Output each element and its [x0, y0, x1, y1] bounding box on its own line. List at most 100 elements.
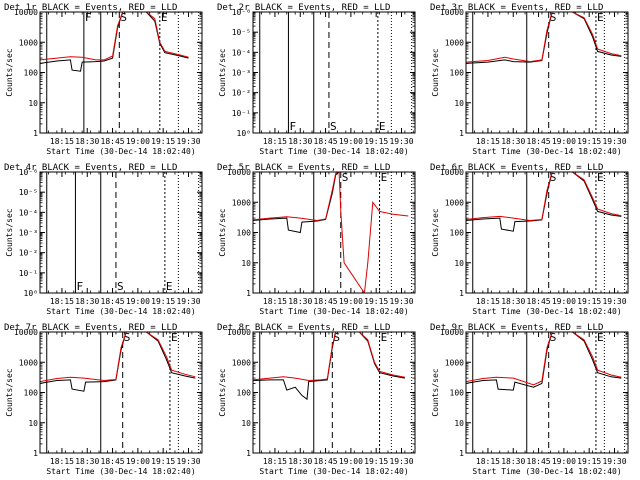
y-axis-label: Counts/sec: [431, 208, 440, 256]
plot-frame: [39, 171, 203, 294]
y-tick-label: 10000: [14, 328, 38, 337]
marker-label: E: [381, 171, 388, 184]
y-tick-label: 100: [24, 69, 39, 78]
y-axis-label: Counts/sec: [431, 368, 440, 416]
x-tick-label: 18:45: [527, 137, 551, 146]
plot-frame: [39, 331, 203, 454]
y-tick-label: 10: [454, 419, 464, 428]
x-tick-label: 18:45: [314, 137, 338, 146]
x-tick-label: 19:15: [151, 457, 175, 466]
panel-title: Det 8r BLACK = Events, RED = LLD: [217, 323, 390, 333]
x-tick-label: 18:15: [50, 457, 74, 466]
x-tick-label: 19:15: [577, 457, 601, 466]
panel-title: Det 2r BLACK = Events, RED = LLD: [217, 3, 390, 13]
x-tick-label: 19:30: [602, 137, 626, 146]
y-axis-label: Counts/sec: [5, 368, 14, 416]
y-axis-label: Counts/sec: [5, 48, 14, 96]
series-line-events: [253, 332, 405, 401]
panel-title: Det 7r BLACK = Events, RED = LLD: [4, 323, 177, 333]
plot-frame: [252, 331, 416, 454]
x-axis-label: Start Time (30-Dec-14 18:02:40): [46, 467, 195, 476]
y-tick-label: 100: [24, 389, 39, 398]
marker-label: S: [124, 331, 131, 344]
x-tick-label: 18:30: [288, 297, 312, 306]
x-tick-label: 19:00: [339, 297, 363, 306]
y-tick-label: 10⁻⁴: [232, 48, 251, 57]
x-tick-label: 19:30: [389, 457, 413, 466]
x-axis-label: Start Time (30-Dec-14 18:02:40): [472, 147, 621, 156]
panel-title: Det 6r BLACK = Events, RED = LLD: [430, 163, 603, 173]
y-tick-label: 100: [237, 389, 252, 398]
y-tick-label: 10⁻³: [232, 69, 251, 78]
y-axis-label: Counts/sec: [431, 48, 440, 96]
plot-frame: [465, 171, 629, 294]
x-tick-label: 18:30: [288, 137, 312, 146]
series-line-lld: [466, 332, 622, 386]
x-axis-label: Start Time (30-Dec-14 18:02:40): [46, 307, 195, 316]
y-tick-label: 10⁻³: [19, 229, 38, 238]
marker-label: S: [550, 171, 557, 184]
x-tick-label: 18:15: [263, 137, 287, 146]
series-line-events: [40, 12, 189, 72]
marker-label: F: [76, 280, 83, 293]
y-tick-label: 10: [28, 419, 38, 428]
x-tick-label: 18:30: [75, 137, 99, 146]
detector-panel: Det 9r BLACK = Events, RED = LLD 1 10 100 10…: [430, 323, 629, 476]
x-tick-label: 19:15: [151, 297, 175, 306]
marker-label: S: [117, 280, 124, 293]
y-tick-label: 10⁻²: [232, 89, 251, 98]
x-tick-label: 18:15: [476, 457, 500, 466]
plot-frame: [252, 171, 416, 294]
y-tick-label: 1: [459, 289, 464, 298]
y-tick-label: 10: [241, 259, 251, 268]
x-tick-label: 19:30: [176, 297, 200, 306]
x-tick-label: 19:00: [552, 457, 576, 466]
plot-frame: [252, 11, 416, 134]
x-tick-label: 19:00: [339, 457, 363, 466]
y-tick-label: 10000: [227, 168, 251, 177]
marker-label: E: [597, 331, 604, 344]
y-tick-label: 10000: [440, 328, 464, 337]
series-line-lld: [466, 172, 622, 222]
y-axis-label: Counts/sec: [218, 48, 227, 96]
y-tick-label: 10⁻¹: [19, 269, 38, 278]
y-tick-label: 1000: [19, 358, 38, 367]
y-tick-label: 10⁰: [24, 289, 38, 298]
y-tick-label: 10⁻⁶: [19, 168, 38, 177]
y-tick-label: 10000: [440, 8, 464, 17]
y-axis-label: Counts/sec: [218, 208, 227, 256]
x-tick-label: 18:15: [476, 137, 500, 146]
series-line-lld: [253, 172, 409, 293]
x-axis-label: Start Time (30-Dec-14 18:02:40): [259, 467, 408, 476]
y-tick-label: 10: [454, 259, 464, 268]
series-line-lld: [40, 12, 189, 61]
y-tick-label: 10⁻⁴: [19, 208, 38, 217]
x-tick-label: 18:30: [501, 457, 525, 466]
marker-label: S: [120, 11, 127, 24]
detector-panel: Det 7r BLACK = Events, RED = LLD 1 10 100 10…: [4, 323, 203, 476]
y-tick-label: 10000: [440, 168, 464, 177]
x-tick-label: 18:45: [314, 457, 338, 466]
x-axis-label: Start Time (30-Dec-14 18:02:40): [259, 307, 408, 316]
series-line-events: [253, 172, 340, 234]
y-tick-label: 10: [241, 419, 251, 428]
y-tick-label: 10000: [14, 8, 38, 17]
x-tick-label: 18:15: [476, 297, 500, 306]
x-tick-label: 18:30: [501, 297, 525, 306]
panel-title: Det 9r BLACK = Events, RED = LLD: [430, 323, 603, 333]
y-tick-label: 1: [246, 449, 251, 458]
series-line-lld: [40, 332, 196, 383]
x-tick-label: 19:00: [126, 137, 150, 146]
x-tick-label: 19:15: [577, 137, 601, 146]
y-axis-label: Counts/sec: [5, 208, 14, 256]
detector-panel: Det 6r BLACK = Events, RED = LLD 1 10 100 10…: [430, 163, 629, 316]
y-tick-label: 1000: [232, 198, 251, 207]
marker-label: E: [161, 11, 168, 24]
marker-label: F: [289, 120, 296, 133]
panel-title: Det 3r BLACK = Events, RED = LLD: [430, 3, 603, 13]
x-tick-label: 19:30: [389, 137, 413, 146]
y-tick-label: 10⁻⁵: [232, 28, 251, 37]
x-tick-label: 19:00: [552, 297, 576, 306]
plot-frame: [39, 11, 203, 134]
marker-label: E: [379, 120, 386, 133]
